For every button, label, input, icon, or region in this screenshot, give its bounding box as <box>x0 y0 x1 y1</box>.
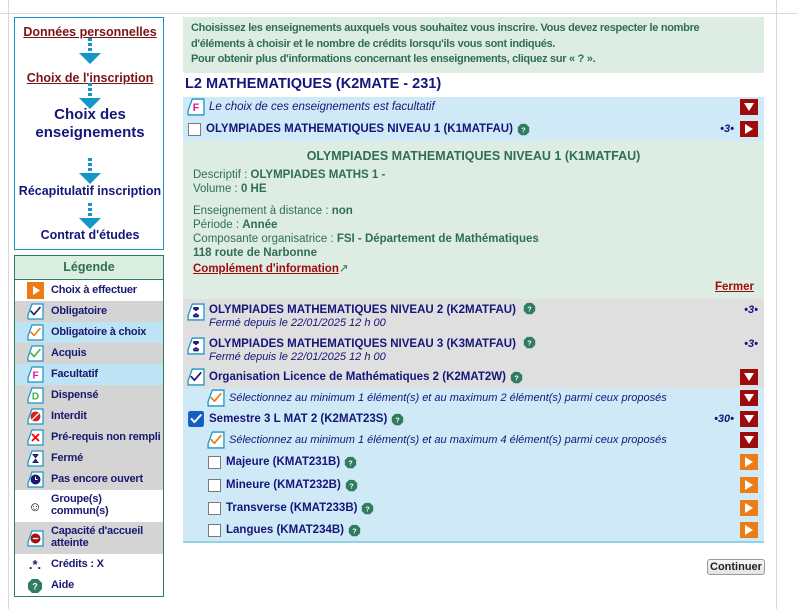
svg-text:D: D <box>31 392 38 403</box>
svg-text:?: ? <box>348 458 353 467</box>
svg-text:?: ? <box>396 415 401 424</box>
svg-text:F: F <box>32 371 38 382</box>
svg-text:?: ? <box>32 581 38 591</box>
svg-text:?: ? <box>514 373 519 382</box>
svg-text:?: ? <box>527 338 532 347</box>
svg-text:?: ? <box>366 504 371 513</box>
svg-text:?: ? <box>349 481 354 490</box>
svg-text:F: F <box>193 103 200 115</box>
svg-text:?: ? <box>521 125 526 134</box>
svg-text:?: ? <box>527 304 532 313</box>
svg-text:?: ? <box>352 526 357 535</box>
